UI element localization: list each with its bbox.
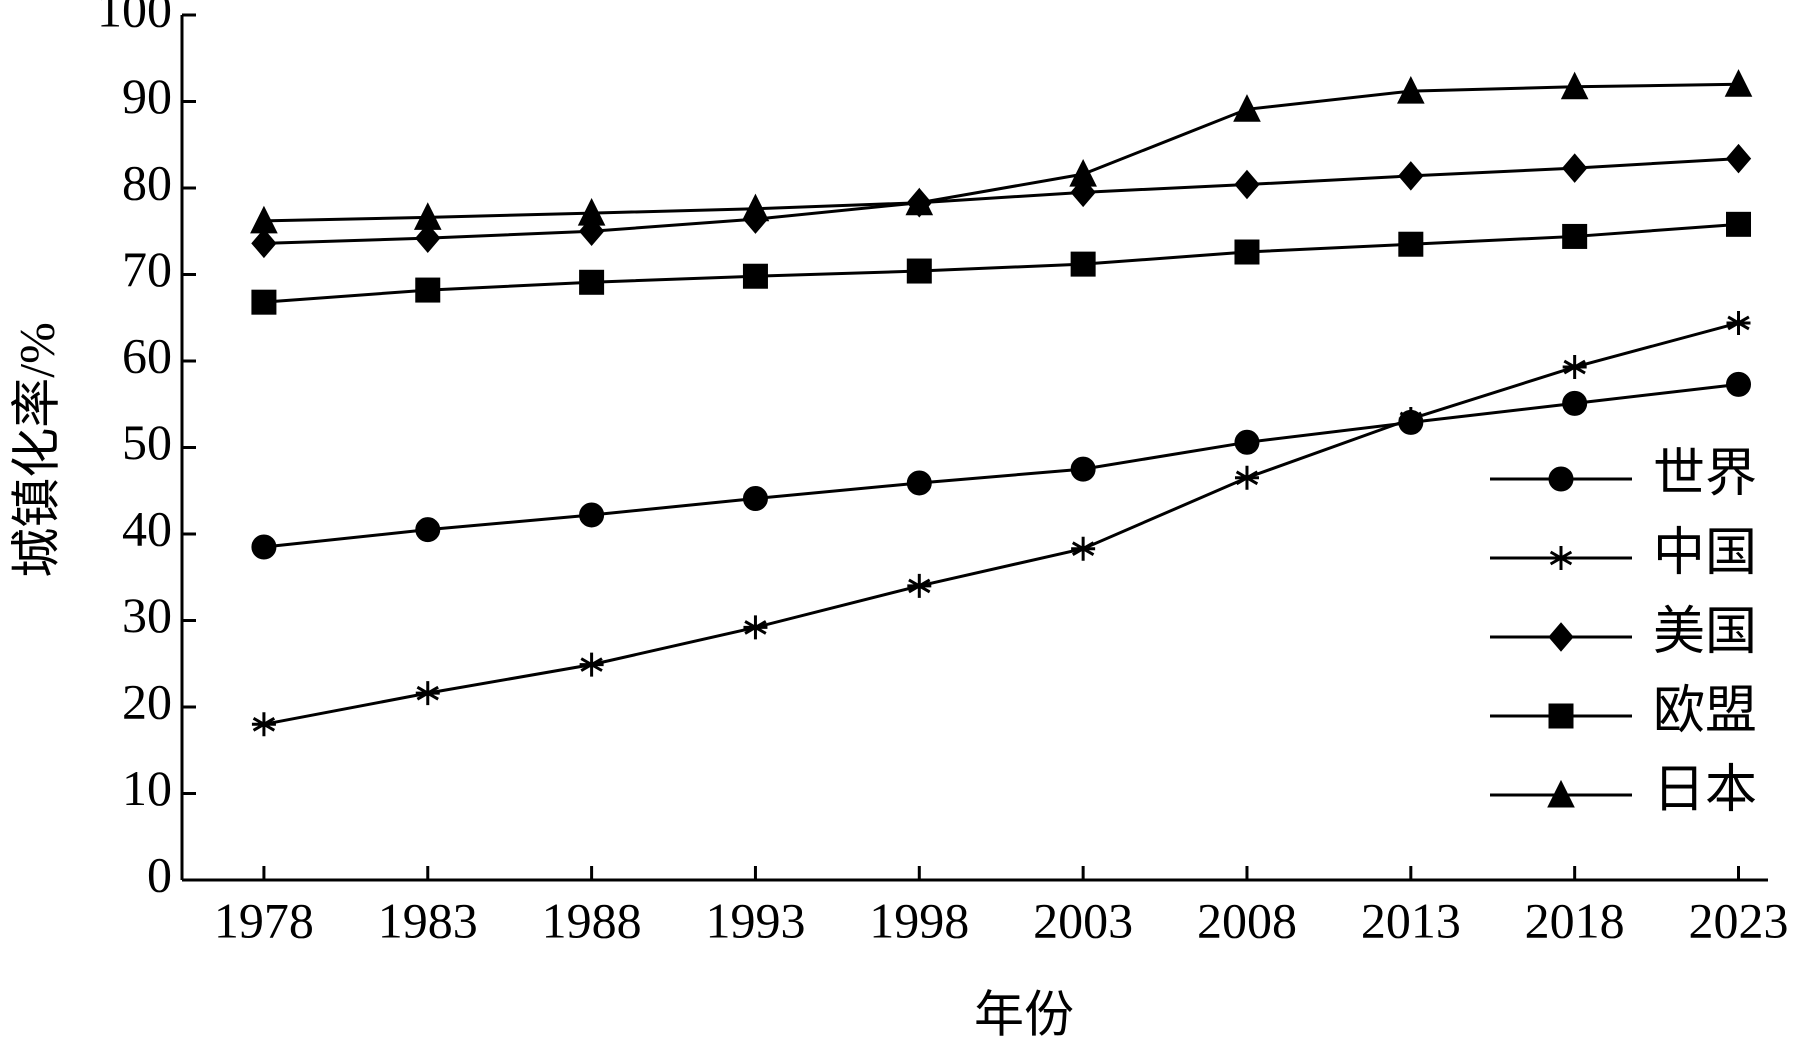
marker	[415, 277, 441, 303]
y-tick-label: 40	[122, 500, 172, 556]
legend-marker	[1547, 779, 1575, 808]
marker	[415, 517, 441, 543]
marker	[1725, 143, 1752, 174]
x-axis-label: 年份	[974, 986, 1074, 1042]
marker	[415, 681, 440, 706]
legend-marker	[1548, 466, 1574, 492]
y-tick-label: 100	[97, 0, 172, 37]
x-tick-label: 1978	[214, 892, 314, 948]
y-tick-label: 80	[122, 154, 172, 210]
y-tick-label: 70	[122, 241, 172, 297]
marker	[579, 502, 605, 528]
y-tick-label: 10	[122, 760, 172, 816]
marker	[1070, 456, 1096, 482]
x-tick-label: 2003	[1033, 892, 1133, 948]
marker	[1397, 76, 1425, 104]
marker	[1726, 310, 1751, 335]
y-tick-label: 90	[122, 68, 172, 124]
marker	[907, 573, 932, 598]
y-tick-label: 20	[122, 673, 172, 729]
y-tick-label: 60	[122, 327, 172, 383]
marker	[1070, 251, 1096, 277]
y-tick-label: 50	[122, 414, 172, 470]
marker	[1724, 69, 1753, 97]
marker	[1234, 429, 1260, 455]
marker	[1069, 159, 1097, 187]
x-tick-label: 1983	[378, 892, 478, 948]
x-tick-label: 2008	[1197, 892, 1297, 948]
marker	[1234, 169, 1260, 200]
series-line	[263, 157, 1739, 245]
marker	[906, 470, 932, 496]
marker	[906, 258, 932, 284]
marker	[251, 228, 277, 259]
marker	[579, 652, 604, 677]
marker	[251, 289, 277, 315]
y-axis-label: 城镇化率/%	[8, 322, 64, 578]
marker	[1234, 465, 1259, 490]
series-line	[263, 321, 1739, 726]
legend-marker	[1548, 703, 1574, 729]
marker	[1562, 153, 1588, 183]
marker	[1233, 94, 1261, 122]
marker	[1234, 239, 1260, 265]
series-line	[263, 222, 1739, 304]
marker	[742, 263, 768, 289]
marker	[1726, 211, 1752, 237]
marker	[905, 187, 934, 216]
marker	[251, 712, 276, 737]
legend-label: 美国	[1653, 604, 1757, 661]
legend-label: 日本	[1653, 762, 1757, 819]
series-line	[263, 82, 1739, 223]
x-tick-label: 2013	[1361, 892, 1461, 948]
legend-marker	[1549, 546, 1573, 570]
marker	[1398, 406, 1423, 431]
series-line	[263, 382, 1739, 549]
marker	[251, 534, 277, 560]
legend-marker	[1548, 622, 1574, 652]
marker	[1562, 223, 1588, 249]
marker	[577, 197, 606, 226]
legend-label: 世界	[1653, 446, 1757, 503]
marker	[1726, 371, 1752, 397]
marker	[1398, 161, 1424, 191]
marker	[742, 486, 768, 512]
marker	[415, 223, 441, 253]
y-tick-label: 30	[122, 587, 172, 643]
x-tick-label: 1988	[542, 892, 642, 948]
x-tick-label: 1993	[705, 892, 805, 948]
marker	[1562, 355, 1587, 380]
marker	[743, 615, 768, 640]
marker	[1071, 536, 1096, 561]
marker	[1560, 71, 1589, 100]
x-tick-label: 2018	[1525, 892, 1625, 948]
legend-label: 中国	[1653, 525, 1757, 582]
marker	[250, 205, 278, 234]
legend-label: 欧盟	[1653, 683, 1757, 740]
marker	[1562, 390, 1588, 416]
x-tick-label: 2023	[1689, 892, 1789, 948]
marker	[413, 202, 442, 230]
y-tick-label: 0	[147, 846, 172, 902]
marker	[741, 193, 770, 222]
marker	[579, 269, 605, 295]
x-tick-label: 1998	[869, 892, 969, 948]
marker	[1398, 231, 1424, 257]
